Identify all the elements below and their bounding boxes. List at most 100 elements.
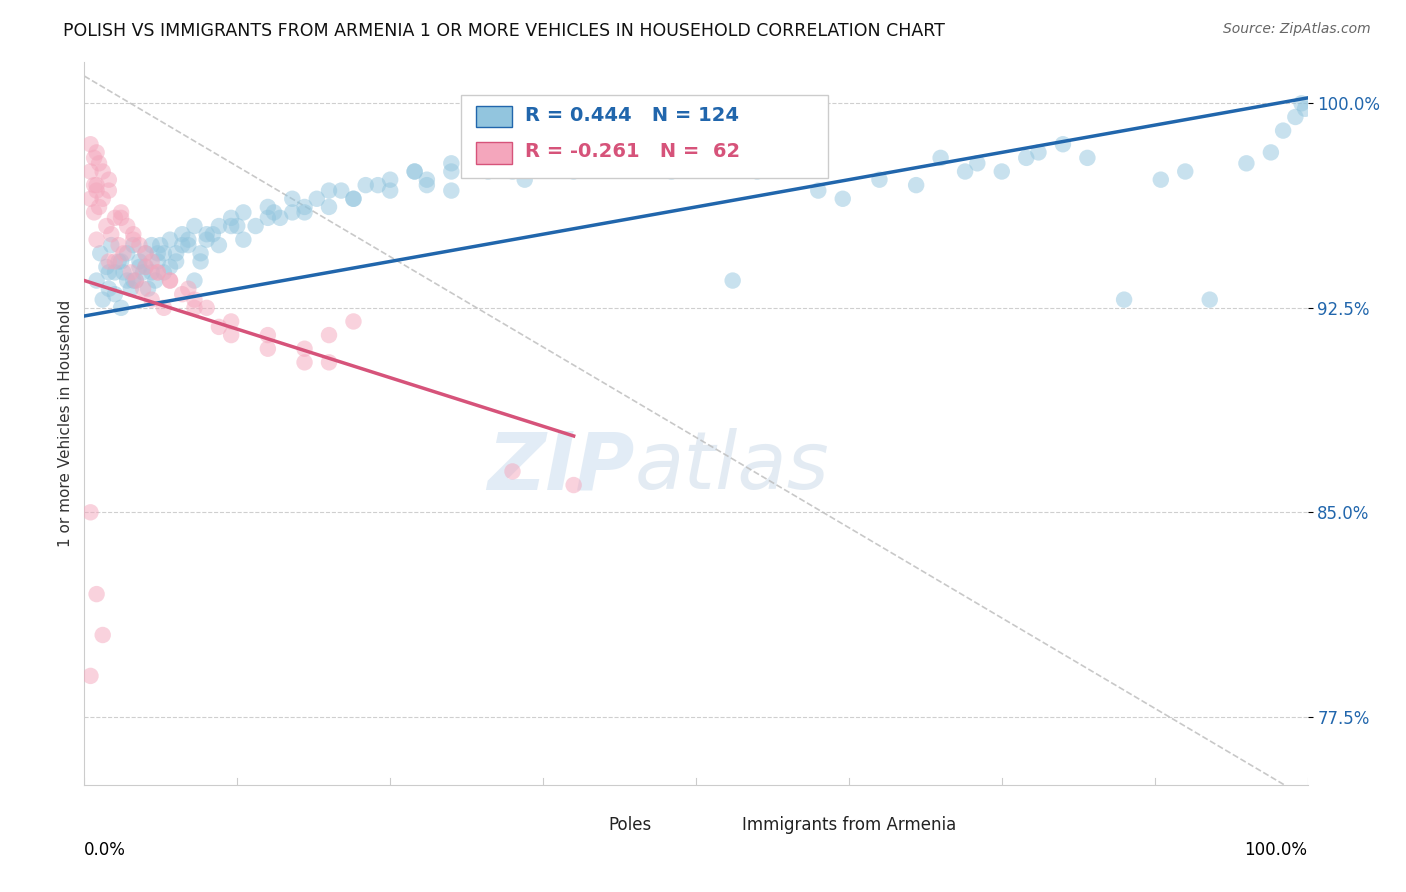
Point	[91, 628, 114, 642]
Point	[208, 219, 231, 233]
Point	[91, 192, 114, 206]
Point	[110, 211, 132, 225]
Point	[165, 246, 187, 260]
Point	[115, 219, 138, 233]
Text: R = 0.444   N = 124: R = 0.444 N = 124	[524, 105, 738, 125]
Point	[201, 227, 224, 242]
Point	[115, 274, 138, 288]
Point	[91, 293, 114, 307]
Point	[783, 151, 806, 165]
Point	[440, 184, 463, 198]
Text: Source: ZipAtlas.com: Source: ZipAtlas.com	[1223, 22, 1371, 37]
Point	[562, 151, 585, 165]
Point	[96, 219, 118, 233]
Point	[1076, 151, 1098, 165]
Point	[183, 274, 205, 288]
Point	[477, 164, 499, 178]
Point	[1291, 96, 1313, 111]
Point	[747, 164, 769, 178]
Point	[172, 227, 194, 242]
Point	[232, 205, 254, 219]
Point	[263, 205, 285, 219]
Point	[1260, 145, 1282, 160]
Point	[86, 184, 108, 198]
Point	[586, 151, 609, 165]
Point	[219, 328, 242, 343]
Point	[100, 238, 122, 252]
Point	[153, 265, 176, 279]
Point	[110, 205, 132, 219]
Point	[502, 464, 524, 478]
Point	[143, 274, 166, 288]
Point	[135, 246, 157, 260]
Point	[104, 254, 127, 268]
Point	[1052, 137, 1074, 152]
Point	[281, 205, 304, 219]
Point	[1236, 156, 1258, 170]
Point	[380, 172, 402, 186]
Point	[107, 254, 129, 268]
Point	[83, 178, 105, 193]
Point	[869, 172, 891, 186]
Point	[354, 178, 377, 193]
Point	[1114, 293, 1136, 307]
Point	[97, 172, 120, 186]
Point	[489, 151, 512, 165]
Text: atlas: atlas	[636, 428, 830, 506]
Point	[929, 151, 952, 165]
Point	[122, 233, 145, 247]
Point	[464, 156, 486, 170]
Point	[79, 137, 101, 152]
Point	[226, 219, 249, 233]
Point	[132, 265, 155, 279]
Point	[159, 274, 181, 288]
Point	[294, 355, 316, 369]
Point	[1015, 151, 1038, 165]
Point	[87, 156, 110, 170]
Point	[153, 246, 176, 260]
Point	[1198, 293, 1220, 307]
Point	[318, 328, 340, 343]
Point	[953, 164, 976, 178]
Point	[208, 319, 231, 334]
Point	[416, 172, 439, 186]
Point	[146, 265, 169, 279]
Text: POLISH VS IMMIGRANTS FROM ARMENIA 1 OR MORE VEHICLES IN HOUSEHOLD CORRELATION CH: POLISH VS IMMIGRANTS FROM ARMENIA 1 OR M…	[63, 22, 945, 40]
Point	[112, 246, 135, 260]
Point	[83, 205, 105, 219]
Point	[232, 233, 254, 247]
Point	[86, 233, 108, 247]
Point	[97, 265, 120, 279]
Point	[342, 192, 364, 206]
Point	[135, 246, 157, 260]
FancyBboxPatch shape	[709, 817, 735, 836]
Point	[104, 211, 127, 225]
Point	[330, 184, 353, 198]
Point	[135, 260, 157, 274]
FancyBboxPatch shape	[574, 817, 600, 836]
Point	[104, 287, 127, 301]
Point	[146, 265, 169, 279]
Point	[172, 238, 194, 252]
Text: Immigrants from Armenia: Immigrants from Armenia	[742, 815, 956, 834]
Point	[966, 156, 988, 170]
FancyBboxPatch shape	[475, 142, 513, 163]
Point	[1294, 102, 1316, 116]
Point	[281, 192, 304, 206]
Point	[153, 301, 176, 315]
Point	[91, 164, 114, 178]
Point	[96, 260, 118, 274]
Point	[115, 246, 138, 260]
Point	[440, 156, 463, 170]
Point	[190, 246, 212, 260]
Point	[97, 282, 120, 296]
Point	[79, 505, 101, 519]
Point	[1150, 172, 1173, 186]
Point	[269, 211, 291, 225]
Point	[991, 164, 1014, 178]
Point	[110, 254, 132, 268]
Point	[502, 164, 524, 178]
Point	[97, 184, 120, 198]
Point	[219, 219, 242, 233]
FancyBboxPatch shape	[461, 95, 828, 178]
